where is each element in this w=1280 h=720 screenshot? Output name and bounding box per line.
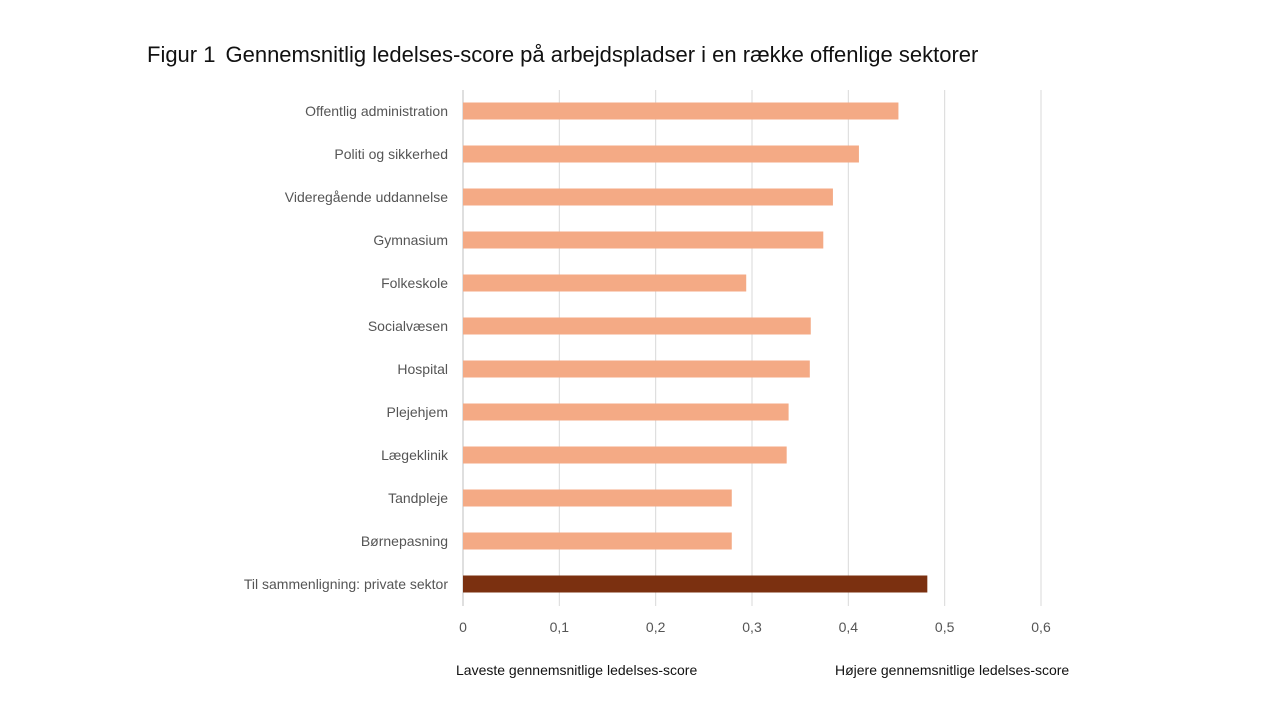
bar: [463, 446, 787, 464]
category-label: Politi og sikkerhed: [334, 146, 448, 162]
x-tick-label: 0: [459, 619, 467, 635]
category-labels: Offentlig administration Politi og sikker…: [244, 103, 449, 592]
category-label: Børnepasning: [361, 533, 448, 549]
category-label: Offentlig administration: [305, 103, 448, 119]
bar: [463, 188, 833, 206]
x-tick-label: 0,6: [1031, 619, 1051, 635]
x-tick-label: 0,3: [742, 619, 762, 635]
category-label: Til sammenligning: private sektor: [244, 576, 448, 592]
x-tick-label: 0,4: [839, 619, 859, 635]
bar: [463, 532, 732, 550]
x-tick-label: 0,2: [646, 619, 666, 635]
x-tick-label: 0,1: [550, 619, 570, 635]
category-label: Lægeklinik: [381, 447, 449, 463]
x-tick-labels: 0 0,1 0,2 0,3 0,4 0,5 0,6: [459, 619, 1051, 635]
category-label: Plejehjem: [387, 404, 448, 420]
x-tick-label: 0,5: [935, 619, 955, 635]
category-label: Hospital: [397, 361, 448, 377]
bars: [463, 102, 928, 593]
figure-number: Figur 1: [147, 42, 216, 67]
low-score-label: Laveste gennemsnitlige ledelses-score: [456, 662, 698, 678]
category-label: Socialvæsen: [368, 318, 448, 334]
category-label: Gymnasium: [373, 232, 448, 248]
bar: [463, 360, 810, 378]
chart-title: Figur 1 Gennemsnitlig ledelses-score på a…: [147, 42, 978, 68]
bar: [463, 403, 789, 421]
gridlines: [462, 90, 1042, 606]
bar: [463, 489, 732, 507]
bar: [463, 102, 899, 120]
category-label: Folkeskole: [381, 275, 448, 291]
bar: [463, 575, 928, 593]
figure-title-text: Gennemsnitlig ledelses-score på arbejdsp…: [225, 42, 979, 67]
category-label: Videregående uddannelse: [285, 189, 448, 205]
high-score-label: Højere gennemsnitlige ledelses-score: [835, 662, 1070, 678]
bar: [463, 231, 824, 249]
category-label: Tandpleje: [388, 490, 448, 506]
bar: [463, 274, 747, 292]
bar: [463, 317, 811, 335]
bar: [463, 145, 859, 163]
